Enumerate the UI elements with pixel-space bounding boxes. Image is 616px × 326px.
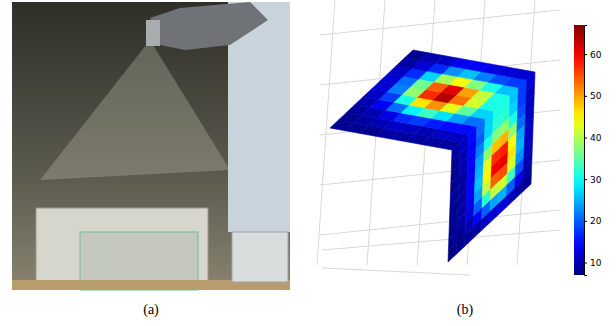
photo-panel [12,2,290,290]
photo-bucket [232,232,288,282]
colorbar-tick-label: 40 [590,133,602,143]
heatmap-cell [498,196,507,215]
heatmap-cell [405,50,429,61]
heatmap-face [448,72,535,262]
colorbar-tick-label: 20 [590,216,602,226]
colorbar-tick-mark [584,96,587,97]
heatmap-cell [506,188,515,207]
colorbar-tick-label: 30 [590,175,602,185]
colorbar-tick: 60 [584,50,602,60]
heatmap-face [330,50,535,150]
heatmap-cell [456,235,465,254]
heatmap-cell [481,212,490,231]
colorbar-tick: 40 [584,133,602,143]
heatmap-cell [490,204,499,223]
pane-line [322,230,560,250]
heatmap-cell [473,220,482,239]
colorbar-tick: 50 [584,91,602,101]
colorbar-axis-line [585,26,588,276]
pane-line [517,0,535,265]
panel-label: (b) [457,302,474,318]
colorbar [574,25,584,275]
colorbar-tick-mark [584,179,587,180]
colorbar-axis: 10 20 30 40 50 60 [584,26,602,276]
pane-grid [317,0,560,275]
pane-line [322,268,470,275]
photo-spray [40,40,230,180]
heatmap-cell [523,173,532,192]
colorbar-tick: 10 [584,258,602,268]
colorbar-tick: 20 [584,216,602,226]
panel-label: (a) [143,302,159,318]
heatmap-cell [514,181,523,200]
pane-line [320,210,560,235]
colorbar-tick-mark [584,138,587,139]
colorbar-tick-mark [584,221,587,222]
heatmap-cell [448,243,457,262]
figure: (a) (b) 10 20 30 40 50 60 [0,0,616,326]
colorbar-tick-mark [584,54,587,55]
colorbar-tick-label: 10 [590,258,602,268]
photo-robot-arm [150,2,268,50]
heatmap-cell [465,227,474,246]
colorbar-tick-mark [584,263,587,264]
pane-line [320,10,560,35]
plot-area [330,50,535,262]
pane-line [317,0,335,265]
photo-background [12,2,290,290]
colorbar-tick-label: 50 [590,91,602,101]
colorbar-tick-label: 60 [590,50,602,60]
photo-nozzle [146,20,160,46]
colorbar-tick: 30 [584,175,602,185]
